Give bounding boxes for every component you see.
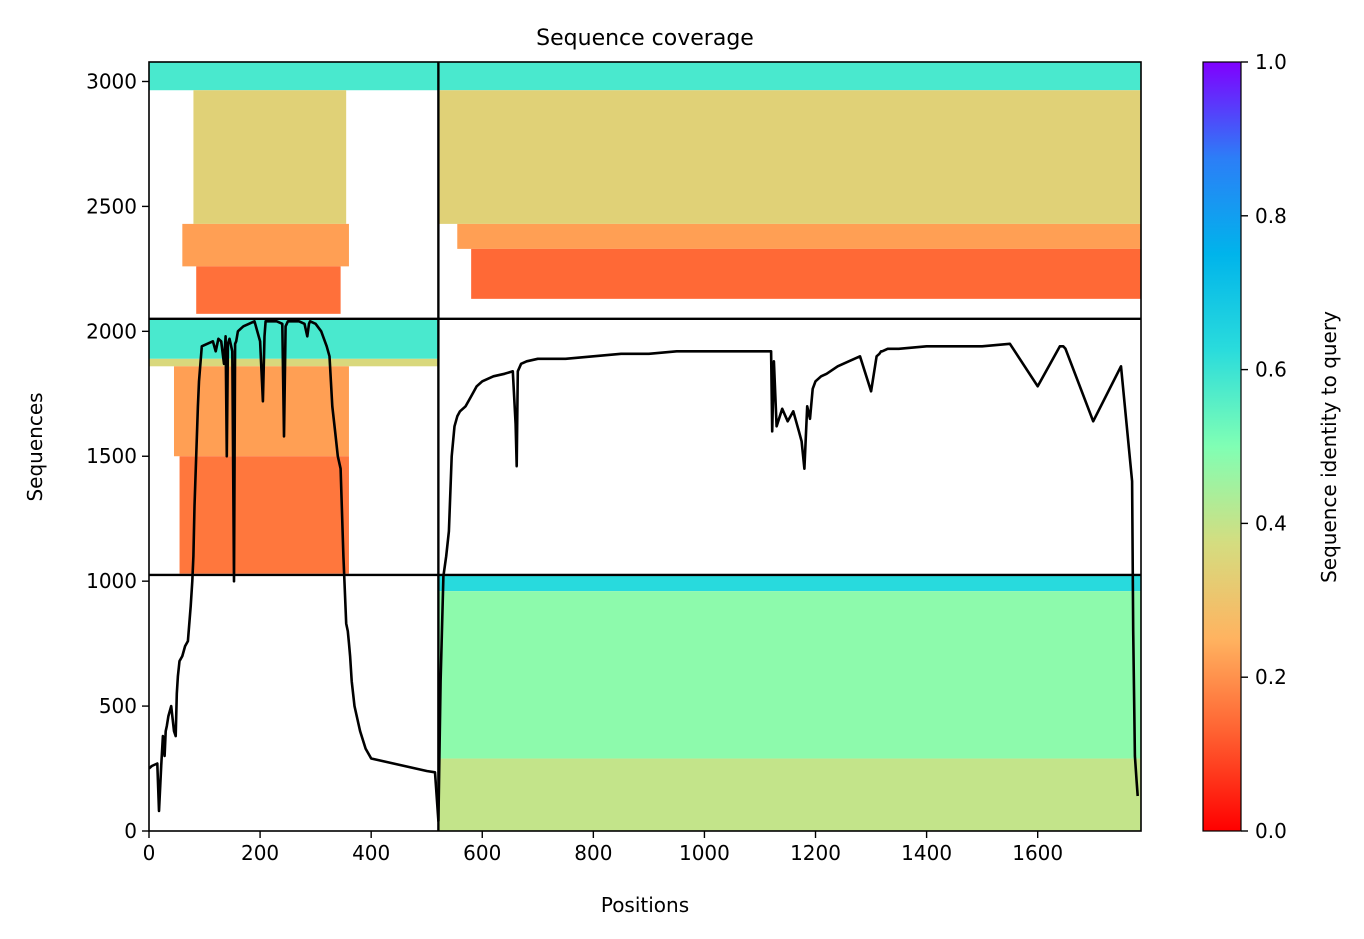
plot-frame [148,61,1142,832]
colorbar-tick-label: 0.0 [1255,819,1287,843]
coverage-band-3-0 [438,574,1141,592]
y-axis-ticks: 0 500 1000 1500 2000 2500 3000 [86,69,149,843]
chain-boundary-layer [149,62,1141,831]
coverage-band-2-3 [179,456,349,574]
coverage-band-1-0 [438,62,1141,91]
heatmap-layer [149,62,1141,831]
y-tick-label: 2500 [86,194,137,218]
x-tick-label: 800 [574,841,612,865]
coverage-line [149,319,1139,823]
coverage-band-1-1 [438,90,1141,224]
x-tick-label: 1400 [901,841,952,865]
x-tick-label: 1600 [1012,841,1063,865]
coverage-band-3-2 [438,758,1141,831]
y-tick-label: 3000 [86,69,137,93]
coverage-band-0-3 [196,266,341,314]
colorbar-tick-label: 1.0 [1255,50,1287,74]
colorbar-tick-label: 0.6 [1255,358,1287,382]
x-tick-label: 1000 [679,841,730,865]
y-tick-label: 2000 [86,319,137,343]
x-tick-label: 400 [352,841,390,865]
y-tick-label: 1500 [86,444,137,468]
coverage-band-0-1 [193,90,347,224]
coverage-line-layer [149,319,1139,823]
x-tick-label: 1200 [790,841,841,865]
colorbar-label: Sequence identity to query [1317,311,1341,583]
colorbar-tick-label: 0.8 [1255,204,1287,228]
x-axis-label: Positions [601,893,689,917]
x-tick-label: 0 [143,841,156,865]
colorbar-ticks: 0.0 0.2 0.4 0.6 0.8 1.0 [1241,50,1287,843]
colorbar [1202,61,1242,832]
coverage-band-0-2 [182,223,349,267]
x-tick-label: 200 [241,841,279,865]
x-axis-ticks: 0 200 400 600 800 1000 1200 1400 1600 [143,831,1063,865]
colorbar-tick-label: 0.4 [1255,511,1287,535]
colorbar-tick-label: 0.2 [1255,665,1287,689]
coverage-band-1-2 [457,223,1141,249]
coverage-band-0-0 [149,62,439,91]
chart-title: Sequence coverage [536,26,754,51]
coverage-band-2-0 [149,318,439,359]
y-tick-label: 1000 [86,569,137,593]
x-tick-label: 600 [463,841,501,865]
y-tick-label: 500 [99,694,137,718]
y-axis-label: Sequences [23,392,47,501]
coverage-band-3-1 [438,591,1141,759]
coverage-band-1-3 [471,248,1141,299]
y-tick-label: 0 [124,819,137,843]
coverage-band-2-1 [149,358,439,367]
